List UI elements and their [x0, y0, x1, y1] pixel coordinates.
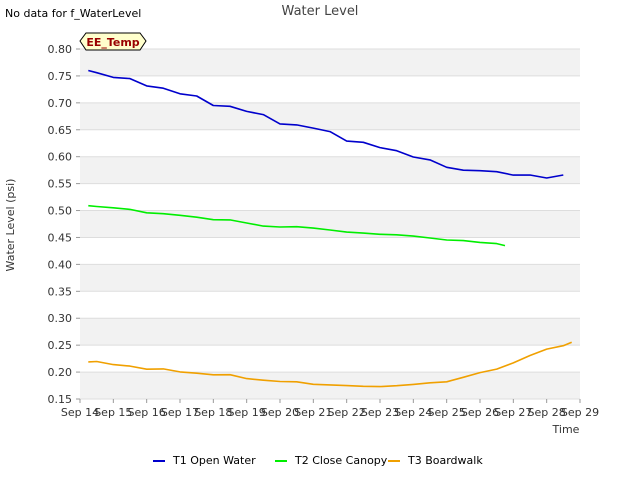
- y-tick-label: 0.75: [48, 70, 73, 83]
- plot-band: [80, 156, 580, 184]
- y-tick-label: 0.60: [48, 151, 73, 164]
- x-tick-label: Sep 20: [261, 406, 299, 419]
- y-tick-label: 0.20: [48, 366, 73, 379]
- series-line: [88, 204, 506, 247]
- x-tick-label: Sep 18: [194, 406, 232, 419]
- x-tick-label: Sep 17: [161, 406, 199, 419]
- x-tick-label: Sep 26: [461, 406, 499, 419]
- no-data-note: No data for f_WaterLevel: [5, 7, 141, 20]
- x-tick-label: Sep 15: [94, 406, 132, 419]
- y-tick-label: 0.35: [48, 285, 73, 298]
- plot-band: [80, 210, 580, 238]
- y-tick-label: 0.65: [48, 124, 73, 137]
- legend-item: T2 Close Canopy: [275, 454, 388, 467]
- plot-band: [80, 102, 580, 130]
- x-tick-label: Sep 24: [394, 406, 432, 419]
- legend-label: T3 Boardwalk: [407, 454, 483, 467]
- series-line: [88, 69, 564, 179]
- plot-band: [80, 264, 580, 292]
- y-axis-label: Water Level (psi): [4, 179, 17, 272]
- y-tick-label: 0.25: [48, 339, 73, 352]
- x-tick-label: Sep 25: [428, 406, 466, 419]
- chart-title: Water Level: [282, 4, 359, 19]
- badge: EE_Temp: [79, 32, 147, 51]
- y-tick-label: 0.80: [48, 43, 73, 56]
- y-axis-ticks: 0.15 0.20 0.25 0.30 0.35 0.40 0.45 0.50 0.55 0.60…: [48, 43, 80, 406]
- x-tick-label: Sep 28: [528, 406, 566, 419]
- y-tick-label: 0.70: [48, 97, 73, 110]
- y-tick-label: 0.15: [48, 393, 73, 406]
- legend-item: T3 Boardwalk: [388, 454, 483, 467]
- y-tick-label: 0.40: [48, 258, 73, 271]
- x-tick-label: Sep 29: [561, 406, 599, 419]
- series-lines: [88, 69, 573, 388]
- x-tick-label: Sep 14: [61, 406, 99, 419]
- legend-item: T1 Open Water: [153, 454, 256, 467]
- x-tick-label: Sep 21: [294, 406, 332, 419]
- y-tick-label: 0.55: [48, 178, 73, 191]
- legend: T1 Open Water T2 Close Canopy T3 Boardwalk: [153, 454, 483, 467]
- y-tick-label: 0.45: [48, 231, 73, 244]
- plot-bands: [80, 48, 580, 400]
- x-tick-label: Sep 22: [328, 406, 366, 419]
- legend-label: T1 Open Water: [172, 454, 256, 467]
- x-tick-label: Sep 16: [128, 406, 166, 419]
- y-tick-label: 0.30: [48, 312, 73, 325]
- plot-band: [80, 49, 580, 76]
- plot-band: [80, 318, 580, 346]
- y-tick-label: 0.50: [48, 205, 73, 218]
- legend-label: T2 Close Canopy: [294, 454, 388, 467]
- x-tick-label: Sep 27: [494, 406, 532, 419]
- x-axis-label: Time: [552, 423, 580, 436]
- x-tick-label: Sep 23: [361, 406, 399, 419]
- badge-shape: [79, 32, 147, 51]
- x-tick-label: Sep 19: [228, 406, 266, 419]
- series-line: [88, 341, 573, 388]
- badge-label: EE_Temp: [86, 36, 139, 49]
